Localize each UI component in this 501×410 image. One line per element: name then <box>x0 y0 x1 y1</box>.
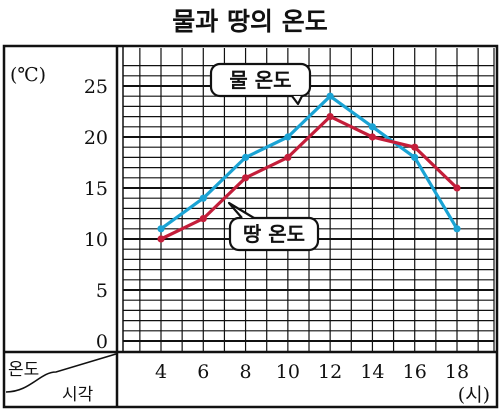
data-point-water <box>411 153 419 161</box>
x-tick-label: 10 <box>276 361 300 383</box>
series-line-ground <box>160 114 459 241</box>
corner-diagonal <box>5 353 117 393</box>
callout-tail-water <box>291 95 303 106</box>
corner-label-time: 시각 <box>62 385 94 405</box>
data-point-water <box>199 194 207 202</box>
data-point-ground <box>199 215 207 223</box>
chart-title: 물과 땅의 온도 <box>172 7 327 36</box>
callout-box-ground <box>228 216 320 252</box>
x-tick-label: 14 <box>360 361 384 383</box>
x-tick-label: 16 <box>403 361 427 383</box>
y-axis-unit: (℃) <box>10 64 46 86</box>
x-tick-label: 4 <box>155 361 167 383</box>
series-group <box>157 92 461 243</box>
y-tick-label: 15 <box>84 178 108 200</box>
x-tick-label: 18 <box>445 361 469 383</box>
y-tick-label: 10 <box>84 229 108 251</box>
series-label-ground: 땅 온도 <box>243 222 305 246</box>
series-line-water <box>160 94 459 231</box>
y-tick-label: 25 <box>84 76 108 98</box>
x-axis-unit: (시) <box>458 384 490 406</box>
y-tick-label: 20 <box>84 127 108 149</box>
data-point-ground <box>284 153 292 161</box>
data-point-water <box>368 123 377 131</box>
series-label-water: 물 온도 <box>229 68 291 92</box>
outer-frame <box>2 44 499 409</box>
data-point-water <box>453 225 461 233</box>
data-point-ground <box>326 113 334 121</box>
data-point-water <box>284 133 292 141</box>
corner-label-temperature: 온도 <box>8 360 39 380</box>
x-tick-label: 12 <box>318 361 342 383</box>
x-tick-label: 8 <box>240 361 252 383</box>
data-point-ground <box>411 143 419 151</box>
data-point-water <box>241 153 250 161</box>
data-point-ground <box>368 133 377 141</box>
data-point-ground <box>157 235 165 243</box>
data-point-water <box>157 225 165 233</box>
data-point-ground <box>453 184 461 192</box>
callout-tail-ground <box>227 201 255 219</box>
callout-box-water <box>209 62 312 98</box>
y-tick-label: 5 <box>96 280 108 302</box>
x-tick-label: 6 <box>197 361 209 383</box>
data-point-ground <box>241 174 250 182</box>
data-point-water <box>326 92 334 100</box>
y-tick-label: 0 <box>96 331 108 353</box>
table-frame <box>2 44 499 409</box>
